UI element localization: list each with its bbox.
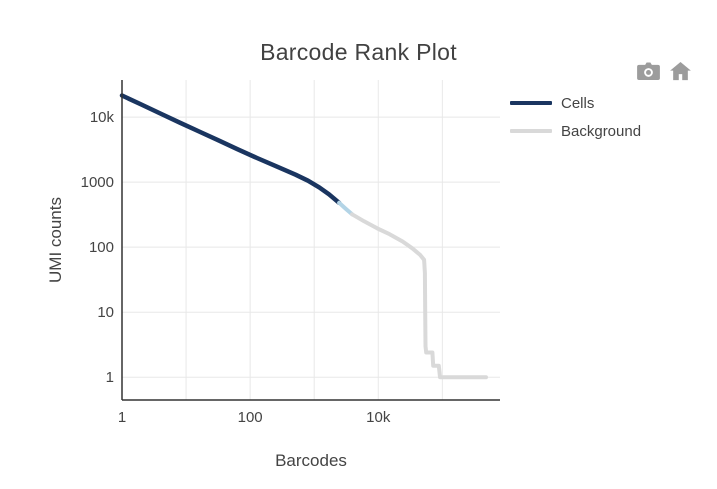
legend-label-cells: Cells	[561, 94, 595, 112]
cells-to-background-transition-line[interactable]	[337, 200, 355, 217]
legend-swatch-background	[510, 129, 552, 133]
camera-icon[interactable]	[637, 62, 660, 81]
x-axis-title: Barcodes	[275, 451, 347, 470]
home-icon[interactable]	[670, 62, 691, 81]
legend-item-background[interactable]: Background	[510, 120, 641, 142]
legend-item-cells[interactable]: Cells	[510, 92, 641, 114]
legend: Cells Background	[510, 92, 641, 148]
cells-line[interactable]	[119, 93, 342, 206]
x-tick-label: 10k	[366, 409, 391, 426]
y-tick-label: 10	[97, 304, 114, 321]
background-line[interactable]	[350, 212, 488, 380]
x-tick-label: 1	[118, 409, 126, 426]
legend-label-background: Background	[561, 122, 642, 140]
y-tick-label: 100	[89, 239, 114, 256]
plot-toolbar	[637, 62, 691, 81]
y-tick-label: 10k	[90, 109, 115, 126]
y-tick-label: 1000	[81, 174, 114, 191]
chart-title: Barcode Rank Plot	[260, 39, 457, 65]
legend-swatch-cells	[510, 100, 552, 106]
x-tick-label: 100	[238, 409, 263, 426]
y-axis-title: UMI counts	[46, 197, 65, 283]
y-tick-label: 1	[106, 369, 114, 386]
